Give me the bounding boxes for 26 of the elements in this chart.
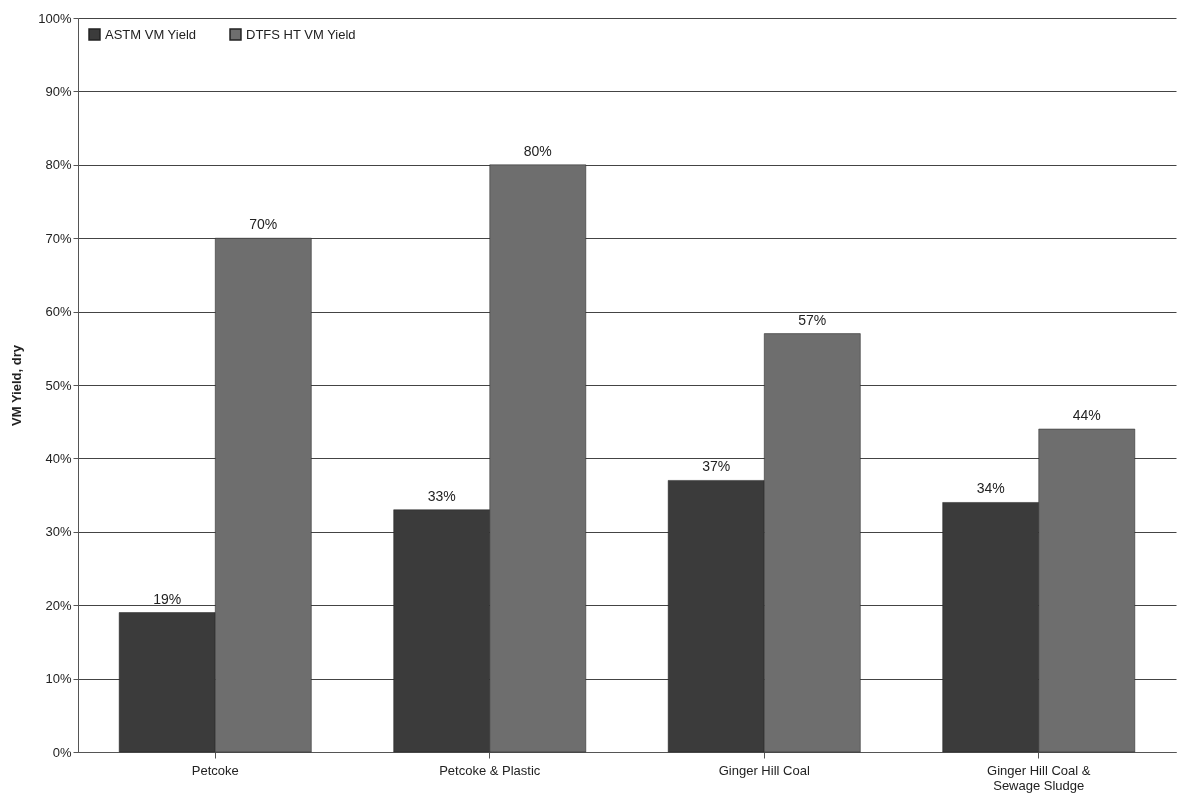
y-tick-label: 100%	[38, 10, 72, 26]
y-tick-label: 0%	[52, 744, 72, 760]
data-label: 34%	[976, 480, 1005, 497]
y-tick-label: 90%	[45, 83, 72, 99]
data-label: 80%	[523, 142, 552, 159]
x-tick-label: Petcoke	[191, 762, 239, 778]
y-tick-label: 30%	[45, 524, 72, 540]
y-tick-label: 40%	[45, 450, 72, 466]
y-tick-label: 10%	[45, 671, 72, 687]
x-tick-label: Ginger Hill Coal	[718, 762, 810, 778]
y-tick-label: 20%	[45, 597, 72, 613]
legend-label: ASTM VM Yield	[105, 26, 197, 42]
y-tick-label: 60%	[45, 304, 72, 320]
data-label: 33%	[427, 487, 456, 504]
y-tick-label: 70%	[45, 230, 72, 246]
data-label: 70%	[249, 216, 278, 233]
data-label: 44%	[1072, 407, 1101, 424]
y-tick-label: 80%	[45, 157, 72, 173]
legend-label: DTFS HT VM Yield	[246, 26, 356, 42]
data-label: 57%	[798, 311, 827, 328]
y-axis-title: VM Yield, dry	[9, 344, 25, 426]
data-label: 37%	[702, 458, 731, 475]
x-tick-label: Petcoke & Plastic	[439, 762, 541, 778]
data-label: 19%	[153, 590, 182, 607]
y-tick-label: 50%	[45, 377, 72, 393]
x-tick-label: Ginger Hill Coal & Sewage Sludge	[987, 762, 1091, 793]
